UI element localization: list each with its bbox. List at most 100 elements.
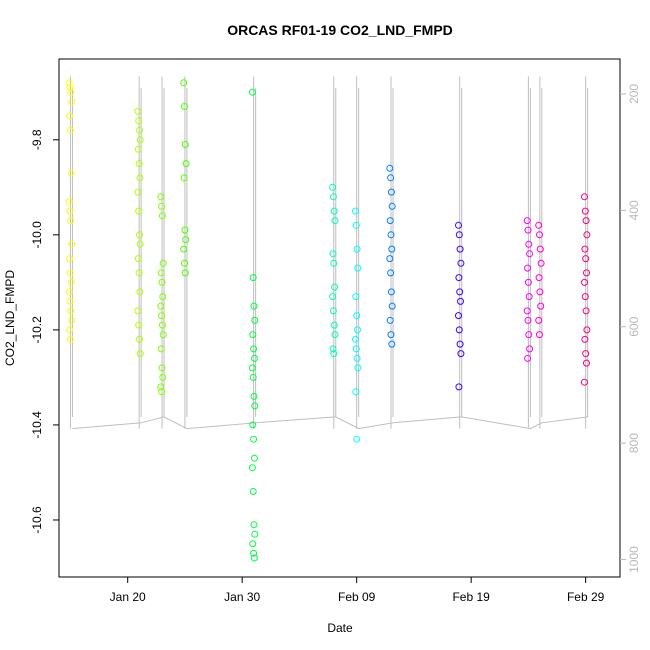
- data-point: [457, 259, 465, 267]
- data-point: [523, 217, 531, 225]
- x-tick-label: Jan 20: [110, 590, 146, 604]
- data-point: [581, 207, 589, 215]
- data-point: [249, 421, 257, 429]
- data-point: [581, 193, 588, 201]
- data-point: [583, 231, 591, 239]
- data-point: [134, 107, 142, 115]
- data-point: [157, 345, 165, 353]
- x-tick-label: Feb 19: [452, 590, 490, 604]
- data-point: [157, 193, 165, 201]
- data-point: [67, 307, 75, 315]
- data-point: [66, 326, 74, 334]
- data-point: [134, 145, 142, 153]
- data-point: [65, 288, 73, 296]
- y2-axis: 200 400 600 800 1000: [620, 84, 641, 573]
- data-point: [329, 345, 337, 353]
- data-point: [181, 269, 189, 277]
- data-point: [329, 307, 337, 315]
- y2-tick-label: 400: [627, 200, 641, 220]
- data-point: [134, 255, 142, 263]
- data-point: [135, 117, 143, 125]
- data-point: [524, 278, 532, 286]
- data-point: [250, 392, 258, 400]
- data-point: [159, 331, 167, 339]
- data-point: [352, 388, 360, 396]
- y-tick-label: -10.4: [30, 411, 44, 439]
- data-point: [582, 255, 590, 263]
- data-point: [581, 335, 589, 343]
- data-point: [68, 316, 76, 324]
- data-point: [583, 359, 590, 367]
- x-tick-label: Feb 29: [567, 590, 605, 604]
- data-point: [330, 207, 338, 215]
- data-point: [181, 226, 189, 234]
- data-point: [387, 174, 395, 182]
- data-point: [180, 174, 188, 182]
- data-point: [182, 236, 190, 244]
- data-point: [535, 316, 543, 324]
- data-point: [457, 350, 465, 358]
- data-point: [136, 136, 144, 144]
- data-point: [455, 231, 463, 239]
- data-point: [526, 250, 534, 258]
- data-point: [583, 326, 591, 334]
- data-point: [455, 383, 463, 391]
- data-point: [136, 240, 144, 248]
- data-point: [182, 160, 190, 168]
- data-point: [329, 250, 337, 258]
- data-point: [67, 169, 75, 177]
- data-point: [249, 331, 257, 339]
- x-tick-label: Feb 09: [338, 590, 376, 604]
- data-point: [249, 488, 257, 495]
- data-point: [251, 316, 259, 324]
- data-point: [250, 454, 258, 462]
- data-point: [457, 297, 464, 305]
- data-point: [135, 207, 143, 215]
- data-point: [158, 278, 166, 286]
- y-axis-label: CO2_LND_FMPD: [3, 270, 17, 366]
- data-point: [455, 221, 462, 229]
- data-point: [388, 302, 396, 310]
- data-point: [67, 88, 75, 96]
- data-point: [158, 202, 166, 210]
- data-point: [354, 364, 362, 372]
- data-point: [66, 112, 74, 120]
- data-point: [456, 340, 464, 348]
- data-point: [157, 269, 165, 277]
- data-point: [581, 245, 589, 253]
- data-point: [455, 312, 462, 320]
- data-point: [455, 326, 463, 334]
- data-point: [135, 160, 143, 168]
- data-point: [249, 540, 257, 548]
- data-point: [330, 321, 338, 329]
- data-point: [352, 221, 360, 229]
- data-point: [66, 297, 74, 305]
- data-point: [330, 350, 338, 358]
- data-point: [583, 269, 590, 277]
- data-point: [67, 278, 75, 286]
- data-point: [581, 293, 589, 301]
- data-point: [157, 302, 165, 310]
- data-point: [136, 288, 144, 296]
- altitude-connector-line: [72, 416, 588, 430]
- data-point: [158, 364, 166, 372]
- data-point: [353, 245, 361, 253]
- data-point: [352, 335, 359, 343]
- data-point: [180, 245, 188, 253]
- plot-frame: [58, 58, 621, 578]
- data-point: [536, 288, 544, 296]
- y-tick-label: -10.0: [30, 221, 44, 249]
- secondary-trace-layer: [69, 76, 589, 430]
- data-point: [524, 226, 532, 234]
- y2-tick-label: 600: [627, 316, 641, 336]
- data-point: [386, 217, 394, 225]
- data-point: [354, 264, 362, 272]
- data-point: [135, 269, 143, 277]
- data-point: [386, 164, 394, 172]
- data-point: [388, 340, 396, 348]
- data-point: [581, 278, 588, 286]
- data-point: [136, 335, 143, 343]
- data-point: [66, 207, 74, 215]
- data-point: [250, 554, 258, 562]
- data-point: [250, 302, 258, 310]
